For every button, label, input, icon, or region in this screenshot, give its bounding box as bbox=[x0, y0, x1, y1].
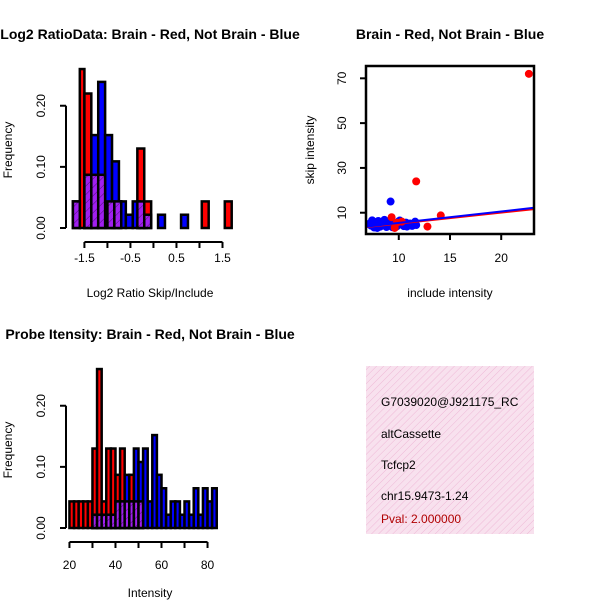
y-tick-label-1: 30 bbox=[335, 161, 349, 175]
scatter-xlabel: include intensity bbox=[407, 286, 492, 300]
y-tick-label-1: 0.10 bbox=[34, 455, 48, 479]
scatter-points bbox=[365, 69, 535, 232]
overlap-hatch-0 bbox=[92, 514, 98, 528]
brain-point-0 bbox=[524, 69, 533, 78]
brain-bar-8 bbox=[200, 200, 210, 230]
event-type: altCassette bbox=[381, 427, 441, 441]
y-tick-label-3: 70 bbox=[335, 71, 349, 85]
x-tick-label-1: 15 bbox=[443, 251, 457, 265]
x-tick-label-1: -0.5 bbox=[120, 251, 141, 265]
brain-bar-9 bbox=[223, 200, 233, 230]
y-tick-label-0: 0.00 bbox=[34, 516, 48, 540]
probe-id: G7039020@J921175_RC bbox=[381, 395, 519, 409]
intensity-histogram-title: Probe Itensity: Brain - Red, Not Brain -… bbox=[5, 326, 295, 342]
gene-name: Tcfcp2 bbox=[381, 458, 416, 472]
x-tick-label-3: 80 bbox=[201, 558, 215, 572]
ratio-histogram-axes: 0.000.100.20-1.5-0.50.51.5-1.00.01.0 bbox=[34, 94, 231, 265]
intensity-histogram-bars bbox=[68, 367, 218, 530]
overlap-hatch-10 bbox=[138, 501, 144, 528]
overlap-hatch-6 bbox=[137, 201, 145, 228]
x-tick-label-2: 20 bbox=[495, 251, 509, 265]
x-tick-label-3: 1.5 bbox=[214, 251, 231, 265]
overlap-hatch-5 bbox=[115, 501, 121, 528]
overlap-hatch-7 bbox=[144, 214, 152, 228]
overlap-hatch-4 bbox=[110, 514, 116, 528]
overlap-hatch-2 bbox=[91, 174, 99, 228]
y-tick-label-1: 0.10 bbox=[34, 155, 48, 179]
not-brain-point-33 bbox=[402, 222, 411, 231]
info-text-clip: G7039020@J921175_RC altCassette Tcfcp2 c… bbox=[381, 395, 519, 526]
not-brain-bar-11 bbox=[141, 447, 149, 530]
x-tick-label-0: -1.5 bbox=[74, 251, 95, 265]
brain-point-1 bbox=[412, 177, 421, 186]
intensity-scatter-panel: Brain - Red, Not Brain - Blue 1030507010… bbox=[303, 26, 544, 300]
not-brain-point-30 bbox=[380, 215, 389, 224]
overlap-hatch-1 bbox=[84, 174, 92, 228]
ratio-histogram-title: Log2 RatioData: Brain - Red, Not Brain -… bbox=[0, 26, 300, 42]
y-tick-label-0: 10 bbox=[335, 206, 349, 220]
not-brain-point-28 bbox=[368, 216, 377, 225]
info-background bbox=[366, 366, 534, 534]
not-brain-bar-10 bbox=[156, 213, 167, 230]
plot-frame bbox=[364, 64, 536, 236]
y-tick-label-2: 0.20 bbox=[34, 394, 48, 418]
not-brain-bar-11 bbox=[179, 213, 190, 230]
brain-point-3 bbox=[387, 213, 396, 222]
not-brain-bar-22 bbox=[192, 487, 200, 530]
intensity-histogram-panel: Probe Itensity: Brain - Red, Not Brain -… bbox=[1, 326, 295, 600]
overlap-hatch-1 bbox=[97, 514, 102, 528]
probe-info-panel: G7039020@J921175_RC altCassette Tcfcp2 c… bbox=[366, 366, 534, 534]
not-brain-point-35 bbox=[386, 197, 395, 206]
overlap-hatch-7 bbox=[124, 501, 130, 528]
intensity-histogram-xlabel: Intensity bbox=[128, 586, 173, 600]
ratio-histogram-bars bbox=[71, 67, 233, 230]
genomic-location: chr15.9473-1.24 bbox=[381, 489, 469, 503]
p-value: Pval: 2.000000 bbox=[381, 512, 461, 526]
overlap-hatch-5 bbox=[114, 201, 122, 228]
brain-point-5 bbox=[423, 222, 432, 231]
overlap-hatch-9 bbox=[133, 501, 139, 528]
x-tick-label-0: 20 bbox=[63, 558, 77, 572]
ratio-histogram-panel: Log2 RatioData: Brain - Red, Not Brain -… bbox=[0, 26, 300, 300]
scatter-axes: 10 30 50 70 10 15 20 bbox=[335, 64, 536, 265]
overlap-hatch-8 bbox=[129, 501, 134, 528]
x-tick-label-1: 40 bbox=[109, 558, 123, 572]
y-tick-label-0: 0.00 bbox=[34, 216, 48, 240]
overlap-hatch-4 bbox=[107, 201, 115, 228]
y-tick-label-2: 50 bbox=[335, 116, 349, 130]
x-tick-label-2: 60 bbox=[155, 558, 169, 572]
ratio-histogram-ylabel: Frequency bbox=[1, 122, 15, 179]
not-brain-bar-15 bbox=[160, 487, 168, 530]
ratio-histogram-xlabel: Log2 Ratio Skip/Include bbox=[87, 286, 214, 300]
overlap-hatch-3 bbox=[98, 174, 106, 228]
overlap-hatch-3 bbox=[106, 514, 111, 528]
not-brain-bar-26 bbox=[210, 487, 218, 530]
x-tick-label-0: 10 bbox=[392, 251, 406, 265]
scatter-title: Brain - Red, Not Brain - Blue bbox=[356, 26, 544, 42]
y-tick-label-2: 0.20 bbox=[34, 94, 48, 118]
overlap-hatch-2 bbox=[101, 514, 107, 528]
fit-line-1 bbox=[365, 206, 535, 228]
intensity-histogram-axes: 0.000.100.2020406080305070 bbox=[34, 394, 214, 572]
scatter-ylabel: skip intensity bbox=[303, 116, 317, 185]
intensity-histogram-ylabel: Frequency bbox=[1, 422, 15, 479]
overlap-hatch-0 bbox=[72, 201, 80, 228]
overlap-hatch-6 bbox=[120, 501, 125, 528]
x-tick-label-2: 0.5 bbox=[168, 251, 185, 265]
